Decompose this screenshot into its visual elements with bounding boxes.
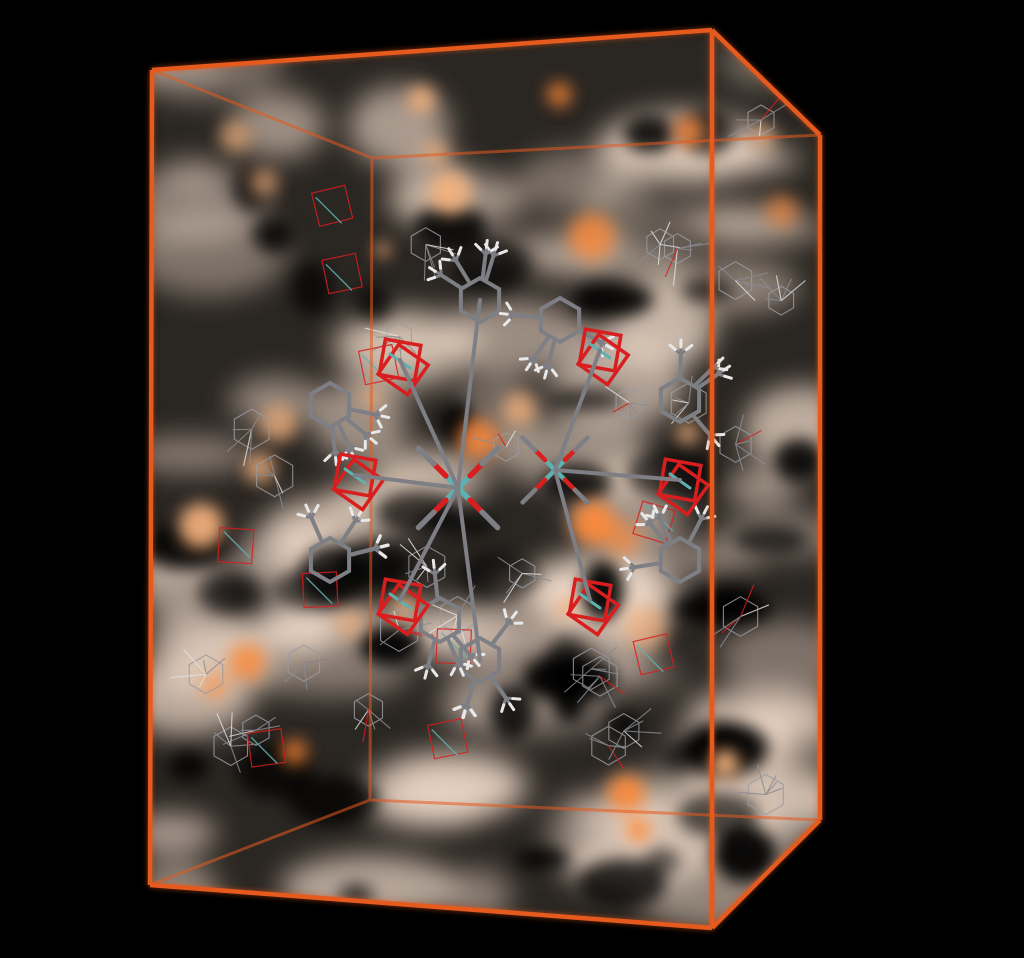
unit-cell-back-edges bbox=[149, 68, 821, 887]
density-cloud bbox=[150, 30, 820, 928]
unit-cell-box-icon bbox=[147, 27, 823, 931]
framework-molecule bbox=[296, 238, 733, 720]
background-molecules bbox=[170, 93, 806, 816]
